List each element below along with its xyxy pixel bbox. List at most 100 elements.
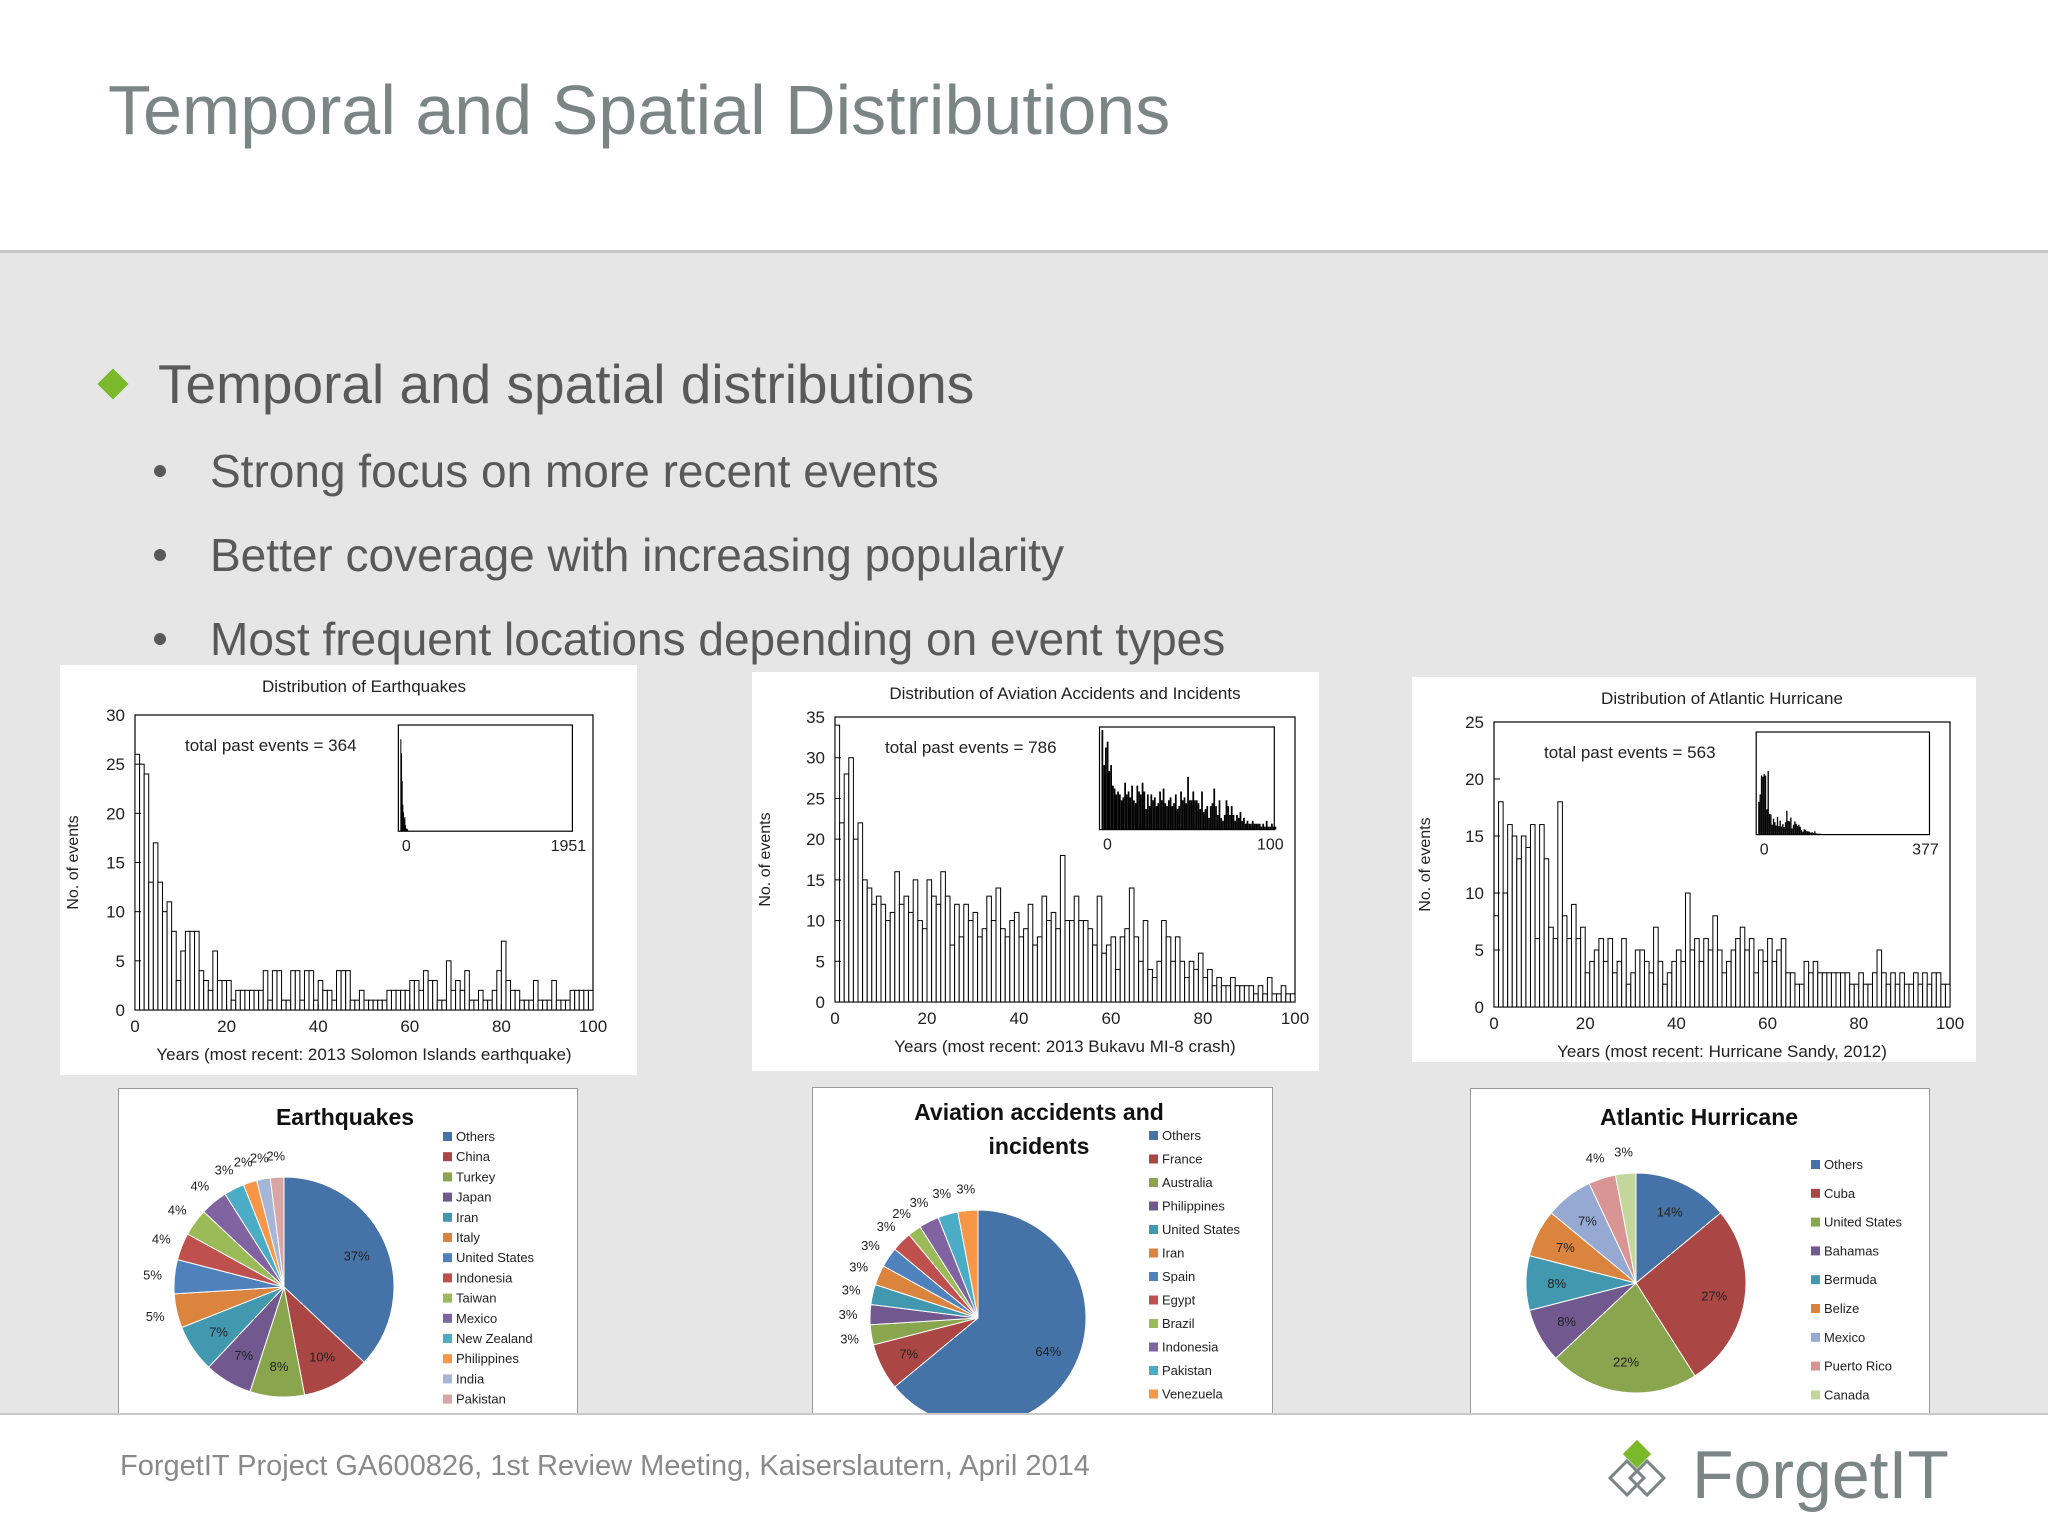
inset-bar <box>1182 800 1184 829</box>
inset-bar <box>1778 826 1779 835</box>
histogram-bar <box>1152 978 1157 1002</box>
histogram-bar <box>199 971 204 1010</box>
pie-title: Aviation accidents and <box>914 1099 1164 1125</box>
inset-bar <box>1790 818 1791 835</box>
histogram-bar <box>1281 986 1286 1002</box>
histogram-bar <box>1841 973 1846 1007</box>
histogram-bar <box>932 896 937 1002</box>
inset-bar <box>1192 791 1194 829</box>
histogram-bar <box>181 951 186 1010</box>
legend-label: Cuba <box>1824 1186 1856 1201</box>
histogram-bar <box>1649 973 1654 1007</box>
inset-bar <box>1231 806 1233 829</box>
histogram-bar <box>1217 978 1222 1002</box>
histogram-bar <box>323 990 328 1010</box>
histogram-bar <box>1749 939 1754 1007</box>
histogram-bar <box>1918 984 1923 1007</box>
histogram-bar <box>863 880 868 1002</box>
y-axis-label: No. of events <box>65 815 82 909</box>
legend-swatch <box>1149 1202 1158 1211</box>
x-tick-label: 20 <box>1576 1014 1595 1033</box>
inset-bar <box>1171 806 1173 829</box>
pie-percent-label: 64% <box>1035 1344 1061 1359</box>
histogram-bar <box>410 981 415 1011</box>
histogram-bar <box>899 904 904 1002</box>
pie-percent-label: 3% <box>840 1331 859 1346</box>
inset-bar <box>1152 800 1154 829</box>
bullet-dot-icon <box>154 549 166 561</box>
histogram-bar <box>1148 969 1153 1002</box>
inset-bar <box>1758 802 1759 835</box>
x-tick-label: 80 <box>1849 1014 1868 1033</box>
total-events-annotation: total past events = 786 <box>885 738 1057 757</box>
histogram-bar <box>955 904 960 1002</box>
histogram-bar <box>497 971 502 1010</box>
histogram-bar <box>465 971 470 1010</box>
inset-bar <box>1252 821 1254 830</box>
histogram-bar <box>1175 937 1180 1002</box>
inset-bar <box>1133 800 1135 829</box>
inset-bar <box>1219 800 1221 829</box>
y-tick-label: 0 <box>1475 998 1484 1017</box>
sub-bullet-3: Most frequent locations depending on eve… <box>154 612 1225 666</box>
x-axis-label: Years (most recent: 2013 Bukavu MI-8 cra… <box>894 1037 1235 1056</box>
histogram-bar <box>286 1000 291 1010</box>
pie-percent-label: 4% <box>190 1178 209 1193</box>
sub-bullet-2-text: Better coverage with increasing populari… <box>210 529 1064 581</box>
y-tick-label: 5 <box>1475 941 1484 960</box>
histogram-bar <box>263 971 268 1010</box>
histogram-bar <box>1272 994 1277 1002</box>
y-tick-label: 20 <box>1465 770 1484 789</box>
histogram-bar <box>1494 916 1499 1007</box>
histogram-bar <box>204 981 209 1011</box>
inset-bar <box>1107 742 1109 830</box>
inset-bar <box>1812 832 1813 834</box>
inset-bar <box>1180 791 1182 829</box>
inset-bar <box>1768 771 1769 835</box>
inset-bar <box>1142 783 1144 830</box>
chart-title: Distribution of Atlantic Hurricane <box>1601 689 1843 708</box>
histogram-bar <box>1809 973 1814 1007</box>
histogram-bar <box>1585 973 1590 1007</box>
histogram-bar <box>1125 929 1130 1002</box>
histogram-bar <box>1180 961 1185 1002</box>
histogram-bar <box>1097 896 1102 1002</box>
histogram-bar <box>1822 973 1827 1007</box>
histogram-bar <box>1028 904 1033 1002</box>
pie-percent-label: 3% <box>1614 1145 1633 1160</box>
histogram-bar <box>1226 986 1231 1002</box>
inset-bar <box>1217 815 1219 830</box>
inset-bar <box>1760 794 1761 834</box>
legend-swatch <box>1149 1366 1158 1375</box>
histogram-bar <box>227 981 232 1011</box>
legend-label: Mexico <box>1824 1330 1865 1345</box>
legend-swatch <box>1811 1246 1820 1255</box>
histogram-bar <box>359 990 364 1010</box>
inset-bar <box>1149 806 1151 829</box>
histogram-bar <box>1608 939 1613 1007</box>
pie-percent-label: 7% <box>234 1348 253 1363</box>
histogram-bar <box>378 1000 383 1010</box>
sub-bullet-2: Better coverage with increasing populari… <box>154 528 1064 582</box>
histogram-bar <box>945 896 950 1002</box>
legend-label: Others <box>456 1129 496 1144</box>
inset-bar <box>1128 791 1130 829</box>
inset-bar <box>1813 833 1814 834</box>
inset-bar <box>1236 815 1238 830</box>
legend-swatch <box>1149 1131 1158 1140</box>
histogram-bar <box>231 1000 236 1010</box>
total-events-annotation: total past events = 563 <box>1544 743 1716 762</box>
histogram-bar <box>913 880 918 1002</box>
histogram-bar <box>1116 969 1121 1002</box>
legend-label: Japan <box>456 1190 491 1205</box>
legend-swatch <box>1149 1343 1158 1352</box>
inset-bar <box>1150 794 1152 829</box>
legend-swatch <box>1149 1272 1158 1281</box>
histogram-bar <box>1859 973 1864 1007</box>
histogram-bar <box>588 990 593 1010</box>
inset-bar <box>1112 786 1114 830</box>
histogram-bar <box>144 774 149 1010</box>
histogram-bar <box>1900 973 1905 1007</box>
histogram-bar <box>1717 950 1722 1007</box>
